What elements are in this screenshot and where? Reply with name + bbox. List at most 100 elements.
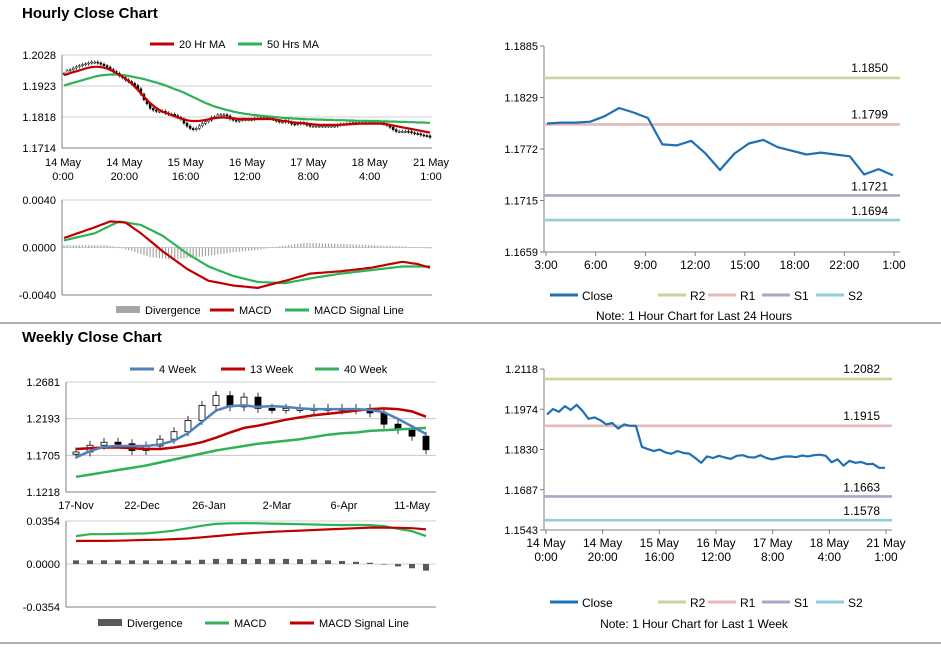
hourly-divergence-bar <box>146 247 148 257</box>
weekly-close-y-tick-label: 1.1687 <box>504 485 538 497</box>
weekly-close-x-tick-label: 8:00 <box>761 550 785 564</box>
weekly-close-x-tick-label: 4:00 <box>818 550 842 564</box>
hourly-candle-body <box>158 111 161 113</box>
weekly-close-x-tick-label: 15 May <box>640 536 679 550</box>
hourly-candle-body <box>68 69 72 72</box>
hourly-divergence-bar <box>294 244 296 248</box>
hourly-candle-body <box>90 61 93 64</box>
hourly-candle-body <box>155 109 158 112</box>
weekly-price-x-tick-label: 11-May <box>394 500 430 512</box>
hourly-price-x-tick-label: 4:00 <box>359 171 380 183</box>
hourly-divergence-bar <box>355 244 357 248</box>
hourly-price-x-tick-label: 17 May <box>290 157 327 169</box>
hourly-close-x-tick-label: 22:00 <box>829 258 859 272</box>
hourly-price-x-tick-label: 16:00 <box>172 171 200 183</box>
weekly-divergence-bar <box>129 560 135 564</box>
hourly-divergence-bar <box>235 247 237 252</box>
hourly-divergence-bar <box>211 247 213 256</box>
hourly-close-x-tick-label: 12:00 <box>680 258 710 272</box>
weekly-signal-line <box>76 526 427 543</box>
hourly-divergence-bar <box>269 247 271 249</box>
hourly-divergence-bar <box>284 245 287 248</box>
hourly-divergence-bar <box>189 247 191 258</box>
weekly-legend-signal-label: MACD Signal Line <box>319 618 409 630</box>
hourly-macd-line <box>63 220 431 289</box>
hourly-divergence-bar <box>401 246 403 248</box>
hourly-divergence-bar <box>414 247 416 248</box>
weekly-close-x-tick-label: 0:00 <box>534 550 558 564</box>
weekly-divergence-bar <box>395 564 401 567</box>
weekly-divergence-bar <box>423 564 429 571</box>
weekly-divergence-bar <box>339 560 345 564</box>
hourly-candle-body <box>293 123 296 126</box>
weekly-close-x-tick-label: 21 May <box>866 536 905 550</box>
hourly-divergence-bar <box>177 247 179 259</box>
hourly-price-x-tick-label: 20:00 <box>111 171 139 183</box>
hourly-price-x-tick-label: 8:00 <box>298 171 319 183</box>
hourly-divergence-bar <box>112 246 114 248</box>
hourly-candle-body <box>394 129 398 132</box>
weekly-ma40-line <box>75 426 427 479</box>
hourly-divergence-bar <box>392 245 394 248</box>
hourly-divergence-bar <box>423 247 425 249</box>
hourly-price-x-tick-label: 12:00 <box>233 171 261 183</box>
weekly-price-x-tick-label: 26-Jan <box>192 500 226 512</box>
hourly-section-title: Hourly Close Chart <box>22 5 158 22</box>
weekly-section-title: Weekly Close Chart <box>22 329 162 346</box>
hourly-divergence-bar <box>81 245 84 248</box>
hourly-candle-body <box>422 134 426 137</box>
hourly-candle-body <box>308 124 312 127</box>
hourly-divergence-bar <box>410 247 413 248</box>
hourly-candle-body <box>204 121 207 124</box>
hourly-divergence-bar <box>201 247 204 257</box>
hourly-divergence-bar <box>232 247 234 253</box>
hourly-close-level-s1-label: 1.1721 <box>851 179 888 193</box>
hourly-candle-body <box>78 65 81 68</box>
hourly-divergence-bar <box>361 244 363 248</box>
weekly-divergence-bar <box>199 559 205 564</box>
hourly-legend-divergence-swatch <box>116 306 140 313</box>
hourly-divergence-bar <box>174 247 176 259</box>
weekly-divergence-bar <box>87 560 93 564</box>
weekly-macd-y-tick-label: -0.0354 <box>23 602 60 614</box>
hourly-divergence-bar <box>429 247 431 249</box>
hourly-candle-body <box>71 67 75 71</box>
weekly-close-legend-r2-label: R2 <box>690 596 706 610</box>
hourly-divergence-bar <box>318 243 320 248</box>
weekly-divergence-bar <box>269 558 275 564</box>
hourly-macd-y-tick-label: 0.0000 <box>22 243 56 255</box>
hourly-candle-body <box>397 131 401 133</box>
hourly-divergence-bar <box>287 244 290 248</box>
hourly-divergence-bar <box>383 245 385 248</box>
weekly-close-legend-s1-label: S1 <box>794 596 809 610</box>
hourly-divergence-bar <box>171 247 173 260</box>
hourly-candle-body <box>410 131 413 134</box>
hourly-divergence-bar <box>315 243 317 248</box>
hourly-divergence-bar <box>238 247 240 252</box>
hourly-signal-line <box>63 220 430 285</box>
weekly-legend-divergence-swatch <box>98 619 122 626</box>
hourly-divergence-bar <box>364 244 367 248</box>
hourly-divergence-bar <box>152 247 154 258</box>
hourly-divergence-bar <box>247 247 250 251</box>
hourly-divergence-bar <box>303 242 305 248</box>
weekly-close-close-line <box>546 403 885 469</box>
hourly-divergence-bar <box>149 247 151 257</box>
weekly-divergence-bar <box>213 558 219 564</box>
weekly-candle-body <box>114 441 122 445</box>
weekly-candle-body <box>254 396 262 409</box>
hourly-divergence-bar <box>389 245 391 248</box>
weekly-candle-body <box>170 431 178 440</box>
weekly-divergence-bar <box>353 561 359 564</box>
weekly-divergence-bar <box>255 558 261 564</box>
hourly-candle-body <box>281 121 284 124</box>
hourly-candle-body <box>195 128 198 130</box>
hourly-divergence-bar <box>330 243 333 248</box>
hourly-close-x-tick-label: 6:00 <box>584 258 608 272</box>
hourly-divergence-bar <box>229 247 231 253</box>
weekly-legend-ma13-label: 13 Week <box>250 364 294 376</box>
hourly-divergence-bar <box>257 247 259 250</box>
hourly-divergence-bar <box>352 244 354 248</box>
weekly-close-x-tick-label: 16 May <box>696 536 735 550</box>
